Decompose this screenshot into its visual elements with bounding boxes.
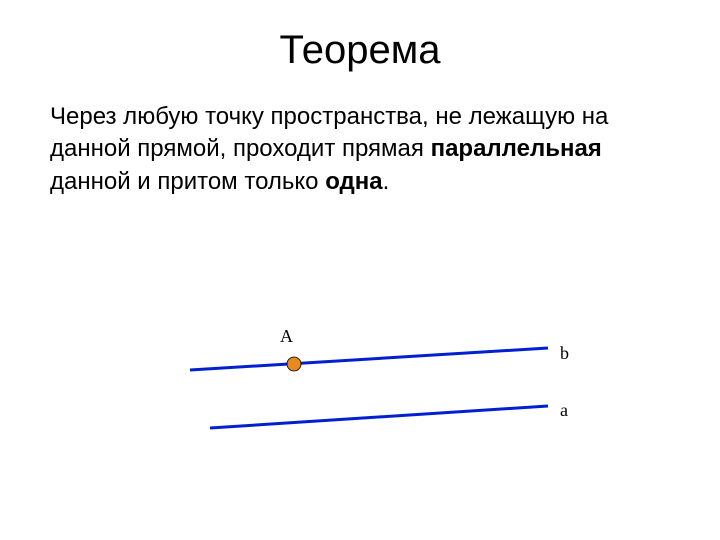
label-A: A <box>280 326 293 347</box>
parallel-lines-diagram <box>0 0 720 540</box>
line-b <box>190 348 548 370</box>
point-A <box>287 357 301 371</box>
label-b: b <box>560 343 569 364</box>
line-a <box>210 406 548 428</box>
label-a: a <box>560 400 568 421</box>
